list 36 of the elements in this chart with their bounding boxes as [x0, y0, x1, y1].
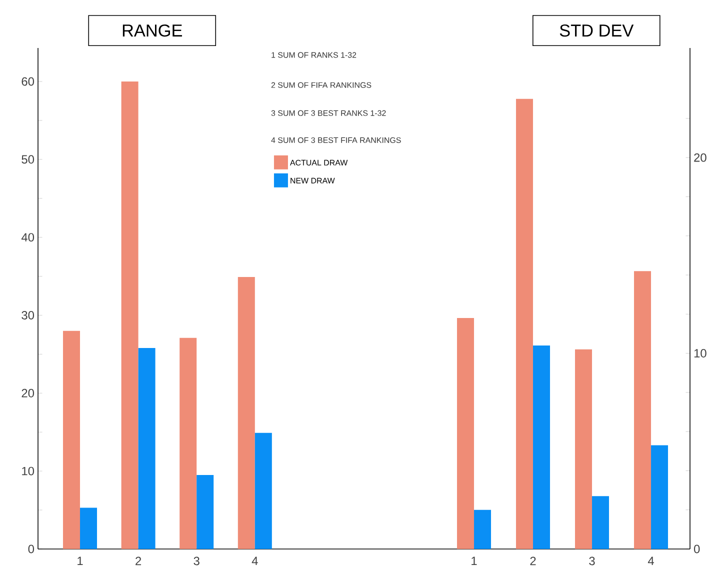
x-tick-label: 4 [648, 556, 654, 565]
bar [63, 330, 80, 549]
bar [474, 510, 492, 549]
y-tick-label: 30 [22, 311, 34, 320]
bar [634, 271, 652, 549]
y-tick-label: 10 [22, 466, 34, 476]
y-tick-label: 50 [22, 155, 34, 164]
bar [651, 445, 668, 549]
bar [121, 81, 138, 549]
x-tick-label: 1 [472, 556, 477, 565]
x-tick-label: 1 [78, 556, 83, 565]
bar [457, 318, 474, 549]
bar [180, 338, 197, 549]
y-tick-label: 0 [694, 544, 700, 554]
x-tick-label: 3 [194, 556, 200, 566]
y-tick-label: 20 [22, 388, 34, 398]
bar [516, 98, 534, 549]
bar [138, 348, 156, 549]
bar [196, 474, 214, 549]
bar [592, 496, 610, 549]
chart-title: RANGE [122, 24, 182, 37]
bar [254, 432, 272, 549]
x-tick-label: 3 [589, 556, 595, 566]
y-tick-label: 0 [28, 544, 34, 554]
x-tick-label: 4 [252, 556, 258, 565]
x-tick-label: 2 [530, 556, 536, 566]
x-tick-label: 2 [136, 556, 142, 566]
bar [80, 508, 98, 549]
bar [238, 277, 255, 549]
y-tick-label: 20 [694, 153, 706, 162]
bar [575, 349, 592, 549]
bar [533, 345, 550, 549]
y-tick-label: 60 [22, 77, 34, 86]
chart-title: STD DEV [560, 24, 634, 37]
y-tick-label: 10 [694, 349, 706, 358]
y-tick-label: 40 [21, 233, 34, 242]
